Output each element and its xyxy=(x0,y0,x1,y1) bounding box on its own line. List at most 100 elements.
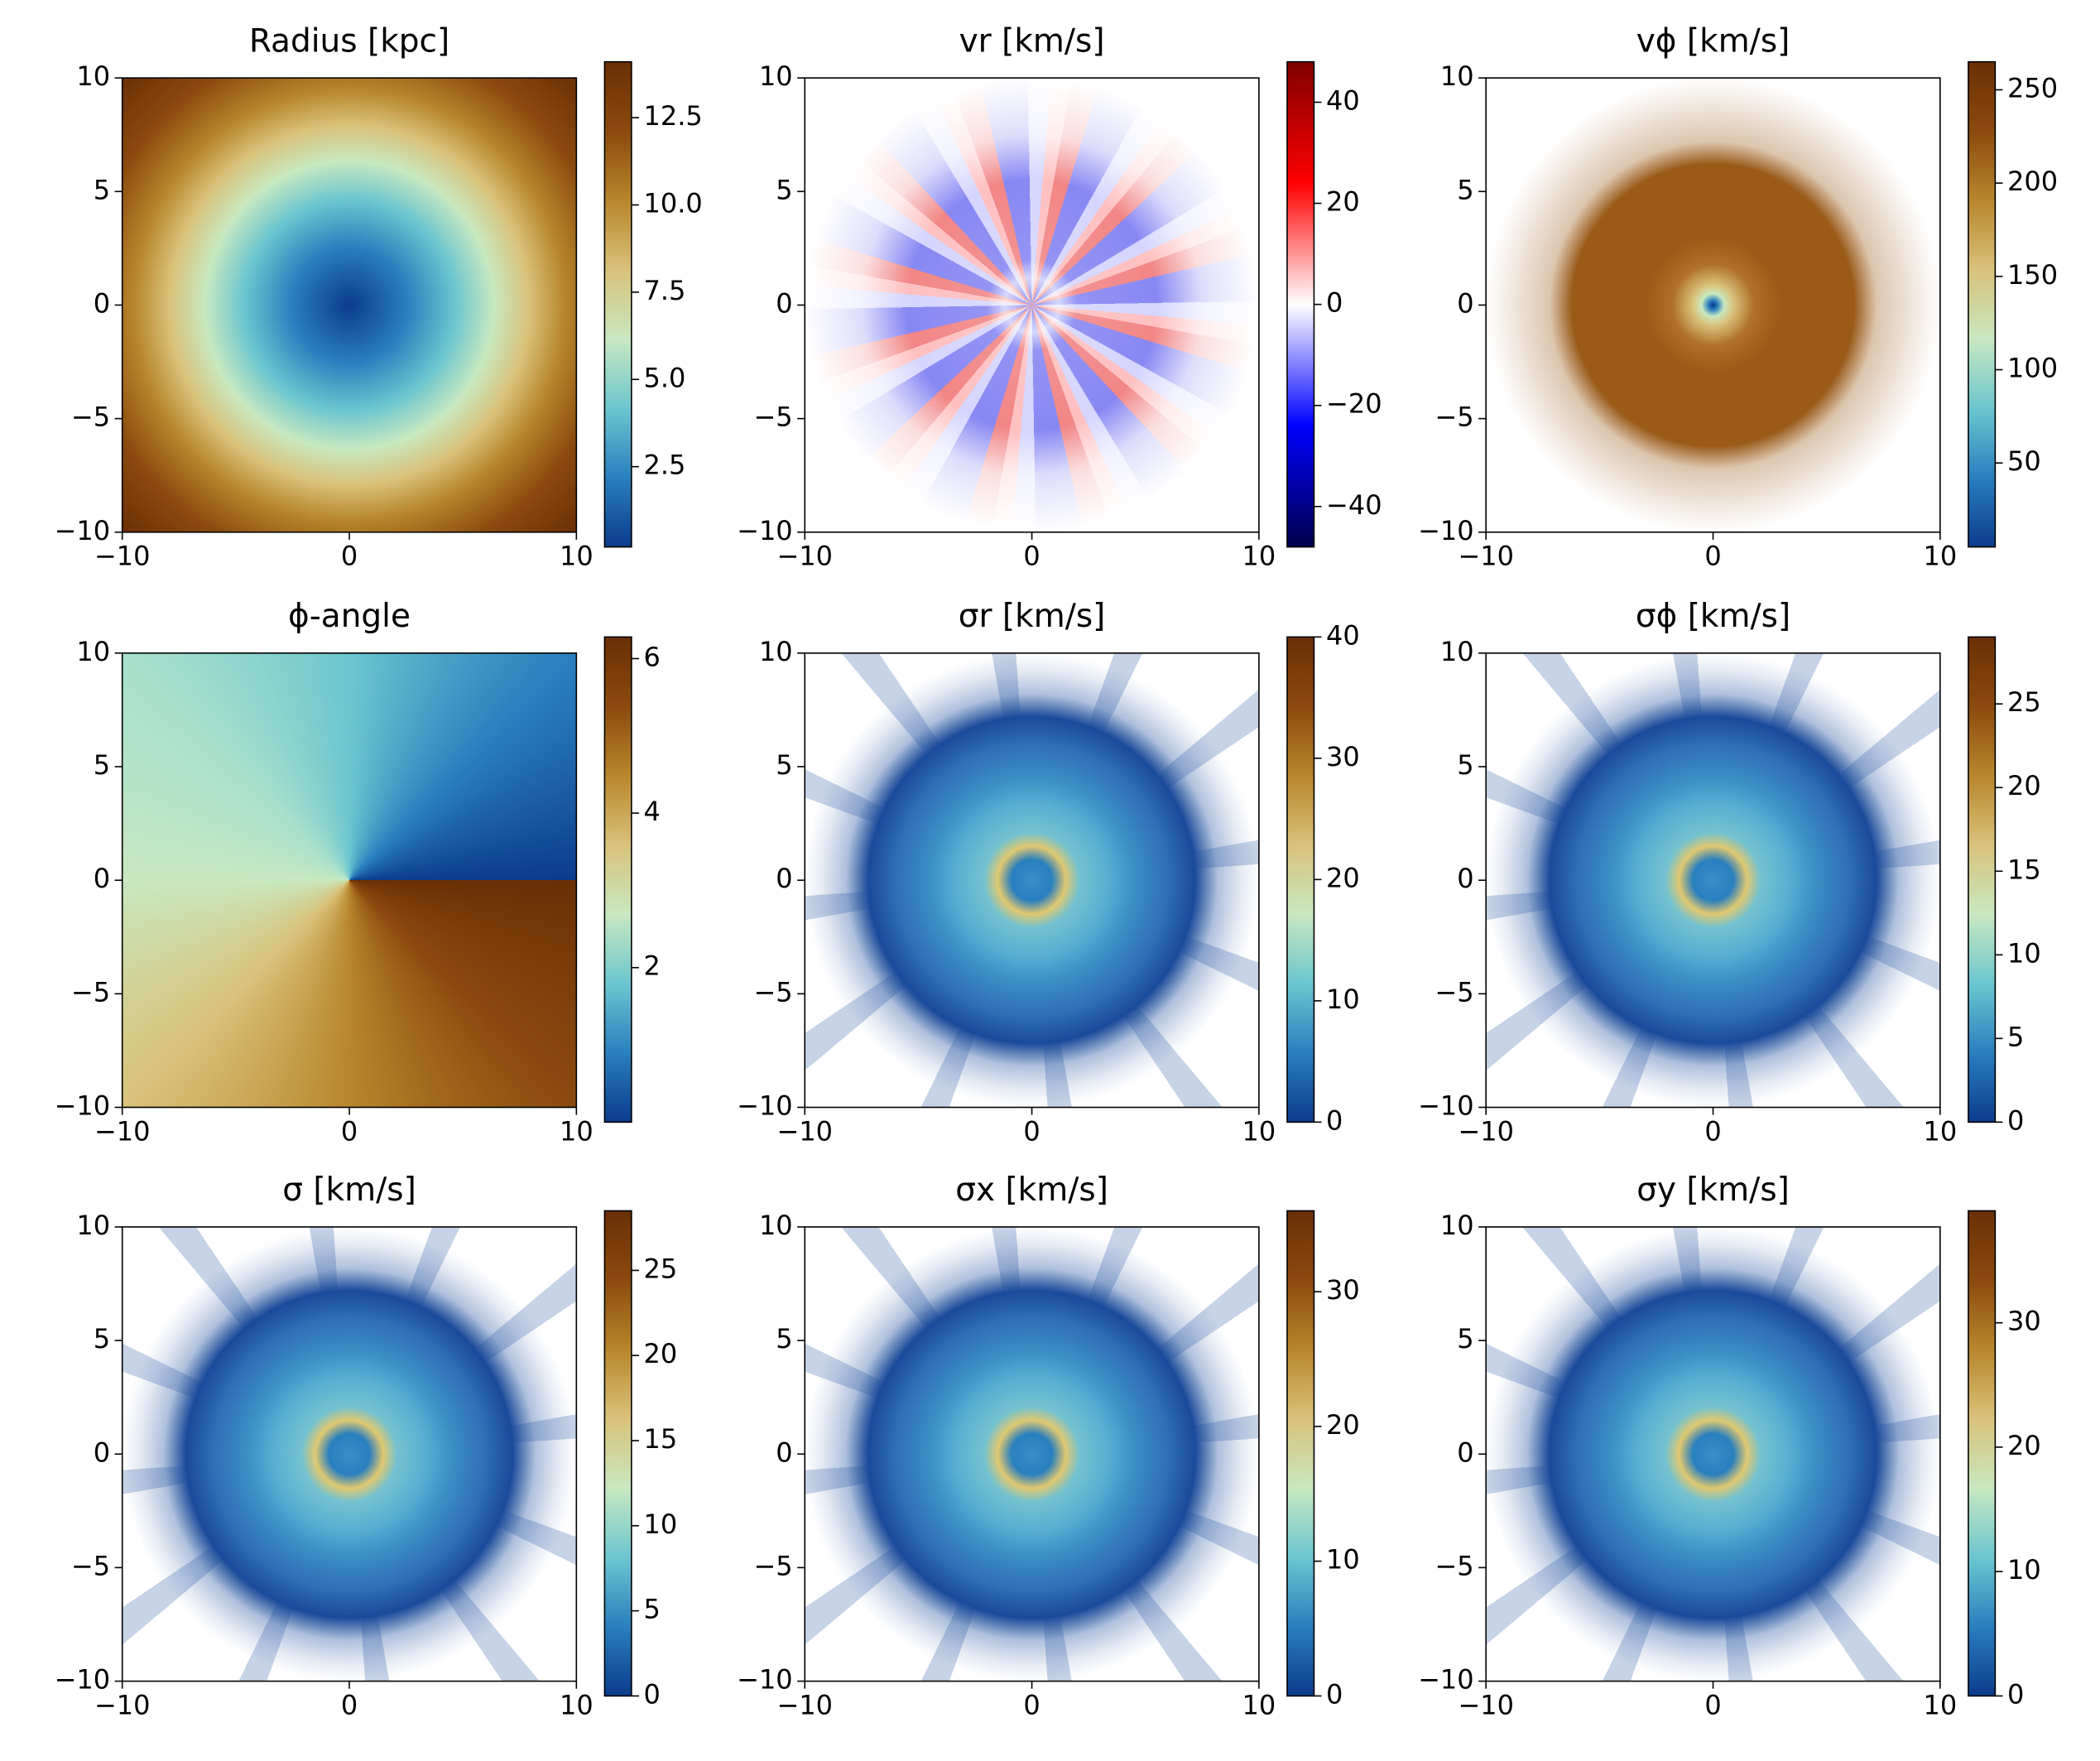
colorbar-tick-label: 40 xyxy=(1326,619,1360,651)
y-tick-label: 0 xyxy=(94,287,110,319)
x-tick-label: 10 xyxy=(1242,1115,1276,1147)
colorbar-tick-label: 40 xyxy=(1326,84,1360,116)
colorbar-tick-label: 6 xyxy=(643,642,660,673)
x-tick-label: 0 xyxy=(341,541,358,572)
x-tick-label: −10 xyxy=(94,1115,151,1147)
x-tick-label: −10 xyxy=(94,1689,151,1720)
panel-title: vϕ [km/s] xyxy=(1636,22,1790,60)
panel-title: σx [km/s] xyxy=(955,1172,1108,1209)
y-tick-label: −10 xyxy=(737,1090,793,1121)
x-tick-label: −10 xyxy=(94,541,151,572)
y-tick-label: 5 xyxy=(776,1323,792,1354)
image-field xyxy=(805,78,1259,532)
colorbar-tick-label: 25 xyxy=(2007,686,2041,718)
y-tick-label: 10 xyxy=(1440,636,1474,667)
colorbar-tick-label: 30 xyxy=(1326,741,1360,772)
y-tick-label: 5 xyxy=(94,1323,110,1354)
colorbar-tick-label: 20 xyxy=(2007,1430,2041,1461)
axes-frame xyxy=(1485,652,1941,1109)
colorbar-tick-label: 5 xyxy=(643,1594,660,1625)
colorbar-tick-label: −40 xyxy=(1326,489,1382,521)
image-field xyxy=(1486,78,1940,532)
colorbar-tick-label: 0 xyxy=(2007,1678,2024,1710)
x-tick-label: 0 xyxy=(1023,1689,1040,1720)
colorbar-tick-label: 20 xyxy=(643,1338,677,1369)
x-tick-label: −10 xyxy=(777,1115,834,1147)
y-tick-label: 0 xyxy=(1457,863,1473,894)
colorbar-tick-label: 20 xyxy=(1326,186,1360,218)
image-field xyxy=(1486,652,1940,1108)
y-tick-label: 0 xyxy=(1457,287,1473,319)
colorbar xyxy=(1286,636,1315,1123)
x-tick-label: 10 xyxy=(1923,1689,1957,1720)
y-tick-label: −10 xyxy=(1418,1090,1474,1121)
y-tick-label: −5 xyxy=(1434,1550,1473,1581)
axes-frame xyxy=(1485,1226,1941,1682)
y-tick-label: 0 xyxy=(1457,1436,1473,1468)
image-field xyxy=(805,1226,1259,1682)
panel-title: σ [km/s] xyxy=(282,1172,416,1209)
axes-frame xyxy=(121,1226,578,1682)
panel-title: σϕ [km/s] xyxy=(1636,598,1790,635)
image-field xyxy=(805,652,1259,1108)
axes-frame xyxy=(1485,77,1941,533)
colorbar-tick-label: 200 xyxy=(2007,166,2058,197)
panel-title: vr [km/s] xyxy=(959,22,1105,60)
x-tick-label: −10 xyxy=(1458,541,1514,572)
y-tick-label: 10 xyxy=(76,60,110,92)
y-tick-label: 10 xyxy=(1440,60,1474,92)
panel-title: σy [km/s] xyxy=(1636,1172,1790,1209)
y-tick-label: 5 xyxy=(1457,1323,1473,1354)
colorbar-tick-label: 20 xyxy=(1326,862,1360,893)
colorbar-tick-label: 15 xyxy=(643,1423,677,1455)
y-tick-label: 10 xyxy=(759,636,793,667)
x-tick-label: 0 xyxy=(1023,541,1040,572)
colorbar xyxy=(1968,1210,1997,1697)
axes-frame xyxy=(804,1226,1260,1682)
x-tick-label: −10 xyxy=(777,541,834,572)
colorbar-tick-label: 7.5 xyxy=(643,275,685,306)
colorbar-tick-label: 20 xyxy=(2007,770,2041,801)
y-tick-label: 5 xyxy=(94,749,110,781)
y-tick-label: 10 xyxy=(759,1210,793,1241)
colorbar-tick-label: 50 xyxy=(2007,445,2041,477)
image-field xyxy=(122,1226,577,1682)
colorbar-tick-label: 0 xyxy=(1326,1104,1343,1136)
y-tick-label: 0 xyxy=(776,287,792,319)
colorbar-tick-label: 10 xyxy=(1326,984,1360,1015)
x-tick-label: 10 xyxy=(560,1115,593,1147)
y-tick-label: −5 xyxy=(753,1550,792,1581)
x-tick-label: −10 xyxy=(1458,1689,1514,1720)
y-tick-label: −10 xyxy=(1418,515,1474,546)
y-tick-label: 0 xyxy=(776,863,792,894)
panel-title: Radius [kpc] xyxy=(249,22,449,60)
colorbar-tick-label: 10 xyxy=(643,1508,677,1540)
x-tick-label: −10 xyxy=(1458,1115,1514,1147)
axes-frame xyxy=(804,77,1260,533)
y-tick-label: −5 xyxy=(1434,976,1473,1008)
y-tick-label: 5 xyxy=(776,749,792,781)
colorbar xyxy=(603,636,632,1123)
colorbar-tick-label: 2.5 xyxy=(643,450,685,481)
colorbar-tick-label: 12.5 xyxy=(643,100,702,132)
colorbar-tick-label: 5.0 xyxy=(643,362,685,393)
x-tick-label: 10 xyxy=(560,541,593,572)
colorbar-tick-label: 250 xyxy=(2007,72,2058,103)
x-tick-label: 10 xyxy=(1923,1115,1957,1147)
y-tick-label: −5 xyxy=(753,976,792,1008)
colorbar-tick-label: 10.0 xyxy=(643,188,702,219)
x-tick-label: 10 xyxy=(1242,1689,1276,1720)
y-tick-label: −10 xyxy=(55,515,111,546)
y-tick-label: 5 xyxy=(94,174,110,205)
x-tick-label: 10 xyxy=(1242,541,1276,572)
y-tick-label: 10 xyxy=(76,1210,110,1241)
colorbar-tick-label: 30 xyxy=(1326,1274,1360,1306)
image-field xyxy=(1486,1226,1940,1682)
colorbar xyxy=(1286,1210,1315,1697)
x-tick-label: 0 xyxy=(1704,1689,1721,1720)
x-tick-label: 0 xyxy=(1023,1115,1040,1147)
colorbar-tick-label: 150 xyxy=(2007,259,2058,291)
x-tick-label: 0 xyxy=(341,1689,358,1720)
image-field xyxy=(122,78,577,532)
